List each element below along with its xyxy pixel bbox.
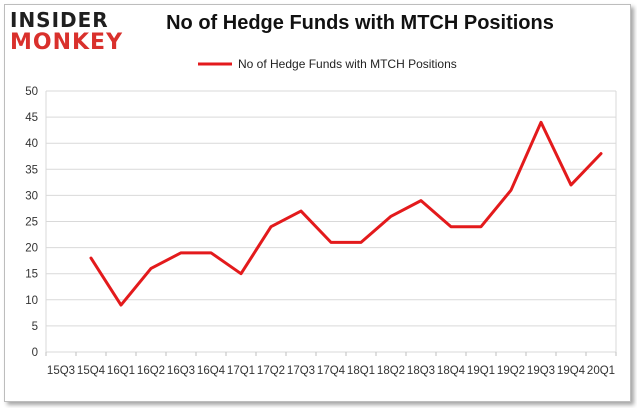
x-tick-label: 19Q4 [557,365,586,377]
x-tick-label: 15Q4 [77,365,106,377]
y-tick-label: 35 [25,164,38,176]
x-tick-label: 16Q2 [137,365,165,377]
y-tick-label: 30 [25,190,38,202]
chart-title: No of Hedge Funds with MTCH Positions [166,12,554,34]
y-tick-label: 10 [25,295,38,307]
y-tick-label: 45 [25,112,38,124]
x-tick-label: 16Q1 [107,365,135,377]
x-tick-label: 17Q2 [257,365,285,377]
x-tick-label: 15Q3 [47,365,75,377]
chart-frame [4,4,631,402]
x-tick-label: 18Q1 [347,365,375,377]
y-tick-label: 20 [25,243,38,255]
legend: No of Hedge Funds with MTCH Positions [198,57,457,71]
x-tick-label: 17Q1 [227,365,255,377]
logo-line-1: INSIDER [10,8,109,32]
y-tick-label: 25 [25,217,38,229]
x-tick-label: 18Q2 [377,365,405,377]
x-tick-label: 19Q3 [527,365,555,377]
series-line-0 [89,120,603,307]
x-axis-ticks: 15Q3 15Q4 16Q1 16Q2 16Q3 16Q4 17Q1 17Q2 17Q3 17Q4… [45,352,617,377]
x-tick-label: 19Q2 [497,365,525,377]
y-tick-label: 40 [25,138,38,150]
y-tick-label: 15 [25,269,38,281]
gridlines [45,90,617,353]
x-tick-label: 16Q4 [197,365,226,377]
x-tick-label: 17Q3 [287,365,315,377]
x-tick-label: 18Q4 [437,365,466,377]
series-layer [89,120,603,307]
y-tick-label: 0 [32,347,38,359]
legend-label: No of Hedge Funds with MTCH Positions [238,57,457,71]
y-tick-label: 50 [25,86,38,98]
x-tick-label: 17Q4 [317,365,346,377]
logo-line-2: MONKEY [10,30,124,55]
x-tick-label: 20Q1 [587,365,615,377]
x-tick-label: 16Q3 [167,365,195,377]
y-tick-label: 5 [32,321,38,333]
insider-monkey-logo: INSIDER MONKEY [10,8,124,56]
x-tick-label: 19Q1 [467,365,495,377]
x-tick-label: 18Q3 [407,365,435,377]
y-axis-ticks: 0 5 10 15 20 25 30 35 40 45 50 [25,86,38,359]
